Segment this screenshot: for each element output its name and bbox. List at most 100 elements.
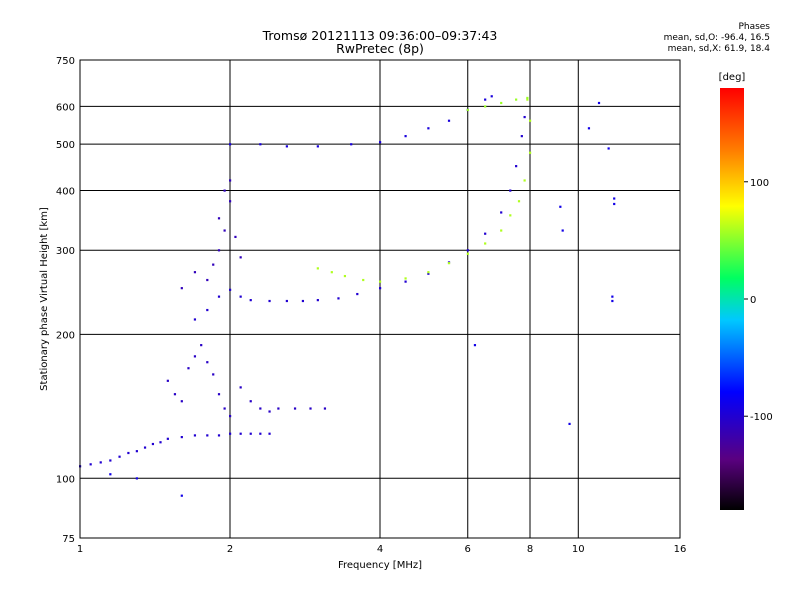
colorbar-tick-label: -100	[750, 412, 773, 423]
echo-point	[206, 361, 209, 364]
echo-point	[249, 400, 252, 403]
y-tick-label: 100	[56, 474, 75, 485]
echo-point	[484, 232, 487, 235]
phases-heading: Phases	[738, 22, 770, 32]
echo-point	[427, 272, 430, 275]
y-tick-label: 600	[56, 102, 75, 113]
echo-point	[447, 262, 451, 265]
colorbar	[720, 88, 744, 510]
echo-point	[500, 211, 503, 214]
grid-lines	[80, 60, 680, 538]
echo-point	[217, 393, 221, 396]
echo-point	[301, 299, 305, 303]
echo-point	[229, 414, 232, 418]
plot-frame	[79, 59, 681, 539]
echo-point	[166, 437, 169, 440]
echo-point	[515, 165, 518, 168]
echo-point	[268, 299, 271, 303]
echo-point	[316, 267, 319, 270]
echo-point	[427, 271, 430, 274]
echo-point	[561, 229, 564, 232]
echo-point	[239, 432, 242, 435]
echo-point	[159, 441, 162, 444]
echo-point	[379, 287, 382, 290]
echo-point	[180, 287, 183, 290]
echo-point	[517, 200, 521, 203]
echo-point	[490, 95, 493, 98]
echo-point	[239, 256, 242, 259]
x-tick-label: 8	[527, 544, 533, 555]
echo-point	[611, 299, 614, 303]
y-tick-label: 200	[56, 330, 75, 341]
echo-point	[559, 205, 562, 208]
echo-point	[249, 299, 252, 302]
echo-point	[427, 127, 430, 130]
y-tick-label: 75	[62, 534, 75, 545]
echo-point	[268, 410, 271, 413]
echo-point	[193, 355, 197, 358]
echo-point	[180, 435, 183, 439]
phases-x-stats: mean, sd,X: 61.9, 18.4	[667, 44, 770, 54]
echo-point	[217, 217, 221, 220]
echo-point	[323, 407, 327, 410]
echo-point	[206, 308, 209, 312]
phases-o-stats: mean, sd,O: -96.4, 16.5	[663, 33, 770, 43]
echo-point	[379, 280, 382, 283]
echo-point	[337, 297, 340, 300]
echo-point	[239, 386, 242, 389]
echo-point	[173, 393, 177, 396]
echo-point	[500, 229, 503, 232]
echo-point	[151, 442, 155, 446]
x-axis-label: Frequency [MHz]	[338, 560, 422, 571]
echo-point	[607, 147, 610, 150]
echo-point	[523, 179, 526, 182]
axis-ticks: 1 2 4 6 8 10 16 75 100 200 300 400 500 600 750	[56, 56, 686, 555]
echo-point	[526, 98, 529, 101]
echo-point	[187, 367, 190, 370]
echo-point	[500, 101, 503, 105]
echo-point	[362, 278, 365, 282]
echo-point	[509, 189, 512, 192]
echo-point	[293, 407, 297, 410]
echo-point	[239, 295, 242, 298]
y-tick-label: 400	[56, 186, 75, 197]
echo-point	[109, 459, 112, 462]
y-axis-label: Stationary phase Virtual Height [km]	[39, 207, 50, 391]
echo-point	[229, 432, 232, 435]
echo-point	[229, 143, 232, 146]
colorbar-tick-label: 0	[750, 295, 756, 306]
echo-point	[285, 299, 288, 303]
echo-point	[509, 214, 512, 217]
x-tick-label: 10	[572, 544, 585, 555]
colorbar-label: [deg]	[719, 72, 746, 83]
echo-point	[316, 145, 319, 148]
echo-point	[135, 450, 138, 453]
echo-point	[515, 98, 518, 101]
echo-point	[350, 143, 353, 146]
echo-point	[466, 249, 469, 252]
echo-point	[217, 434, 221, 437]
echo-point	[447, 119, 451, 122]
echo-point	[259, 407, 262, 410]
echo-point	[180, 494, 183, 497]
echo-point	[587, 127, 591, 130]
echo-point	[127, 451, 130, 455]
echo-point	[404, 135, 407, 138]
echo-point	[484, 242, 487, 245]
echo-point	[229, 200, 232, 203]
echo-point	[473, 344, 477, 347]
echo-point	[166, 379, 169, 382]
echo-point	[99, 461, 102, 464]
echo-points	[79, 95, 616, 497]
echo-point	[193, 434, 197, 437]
chart-title-line2: RwPretec (8p)	[336, 41, 424, 56]
x-tick-label: 2	[227, 544, 233, 555]
echo-point	[206, 278, 209, 282]
echo-point	[484, 98, 487, 101]
echo-point	[223, 229, 226, 232]
echo-point	[484, 105, 487, 108]
echo-point	[529, 119, 532, 122]
echo-point	[597, 101, 601, 105]
echo-point	[229, 288, 232, 291]
